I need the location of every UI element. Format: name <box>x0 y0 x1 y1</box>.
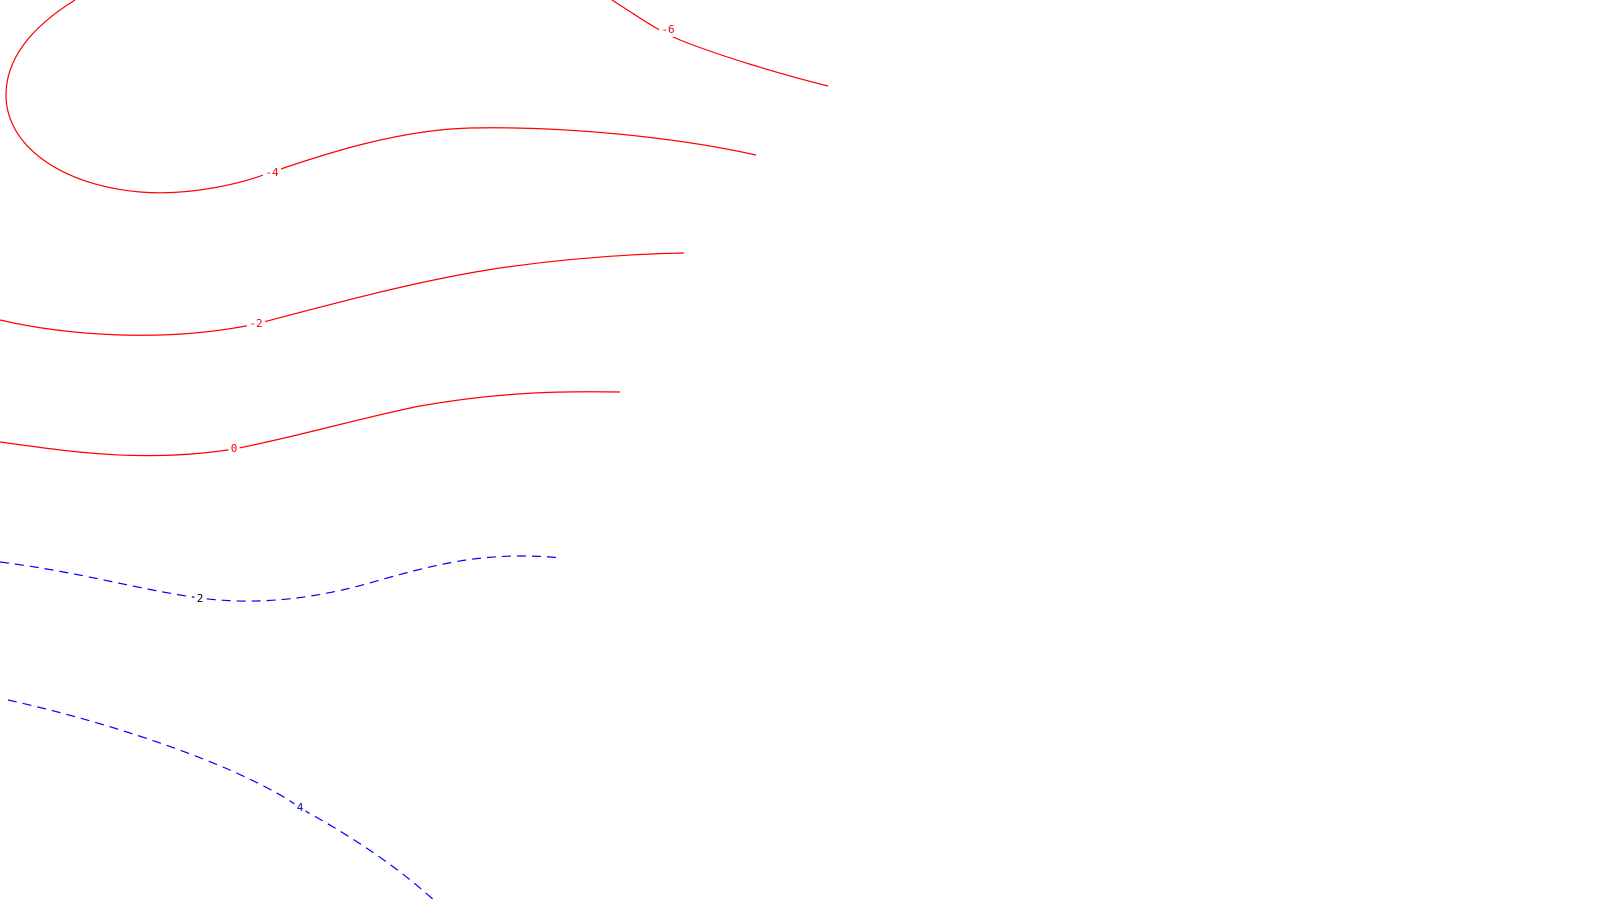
contour-label-4: 4 <box>297 801 304 814</box>
contour-label-bg-neg-4 <box>263 166 281 180</box>
contour-line-neg-2 <box>0 252 685 336</box>
contour-line-4 <box>7 699 435 900</box>
contour-line-0 <box>0 391 621 457</box>
contour-line-neg-6 <box>611 0 829 87</box>
contour-lines <box>0 0 829 900</box>
contour-label-bg-2 <box>194 592 206 606</box>
contour-label-bg-neg-2 <box>247 317 265 331</box>
contour-label-0: 0 <box>231 442 238 455</box>
contour-label-neg-4: -4 <box>265 166 279 179</box>
contour-labels: -6 -4 -2 0 2 4 <box>194 23 677 815</box>
contour-label-bg-4 <box>294 801 306 815</box>
contour-label-bg-neg-6 <box>659 23 677 37</box>
contour-line-neg-4 <box>5 0 757 194</box>
contour-label-neg-2: -2 <box>249 317 262 330</box>
contour-line-2 <box>0 555 561 602</box>
contour-label-neg-6: -6 <box>661 23 674 36</box>
contour-label-2: 2 <box>197 592 204 605</box>
contour-label-bg-0 <box>228 442 240 456</box>
